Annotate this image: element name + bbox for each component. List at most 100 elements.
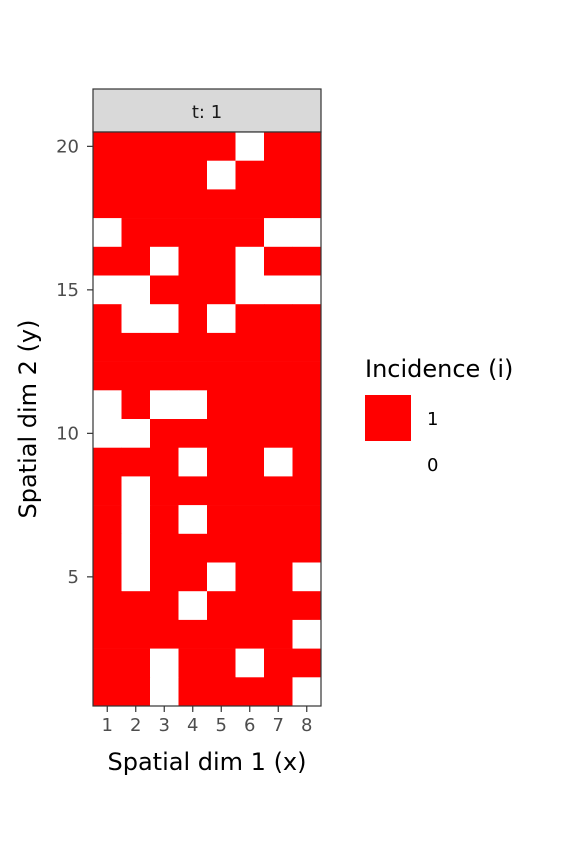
heatmap-cell bbox=[292, 304, 322, 334]
heatmap-cell bbox=[150, 160, 179, 190]
legend-title: Incidence (i) bbox=[365, 355, 513, 383]
heatmap-cell bbox=[93, 304, 122, 334]
heatmap-cell bbox=[93, 648, 122, 678]
heatmap-cell bbox=[207, 419, 236, 448]
heatmap-cell bbox=[292, 132, 322, 161]
heatmap-cell bbox=[178, 275, 208, 305]
heatmap-cell bbox=[292, 361, 322, 391]
heatmap-cell bbox=[178, 419, 208, 448]
heatmap-cell bbox=[93, 533, 122, 563]
heatmap-cell bbox=[207, 619, 236, 649]
x-tick-label: 6 bbox=[244, 715, 255, 736]
heatmap-cell bbox=[178, 677, 208, 707]
heatmap-cell bbox=[264, 648, 293, 678]
heatmap-cell bbox=[150, 591, 179, 621]
heatmap-cell bbox=[235, 591, 265, 621]
heatmap-cell bbox=[121, 218, 151, 248]
heatmap-cell bbox=[121, 246, 151, 276]
legend-label: 0 bbox=[427, 455, 438, 476]
heatmap-cell bbox=[235, 390, 265, 420]
x-axis-title: Spatial dim 1 (x) bbox=[108, 748, 307, 776]
heatmap-cell bbox=[292, 677, 322, 707]
heatmap-cell bbox=[235, 275, 265, 305]
heatmap-cell bbox=[150, 419, 179, 448]
y-tick-label: 15 bbox=[56, 280, 79, 301]
heatmap-cell bbox=[178, 591, 208, 621]
y-tick-label: 10 bbox=[56, 423, 79, 444]
x-tick-label: 7 bbox=[273, 715, 284, 736]
heatmap-cell bbox=[264, 533, 293, 563]
panel-border bbox=[92, 131, 322, 707]
heatmap-cell bbox=[93, 677, 122, 707]
heatmap-cell bbox=[292, 533, 322, 563]
heatmap-cell bbox=[292, 218, 322, 248]
heatmap-cell bbox=[207, 304, 236, 334]
heatmap-cell bbox=[207, 390, 236, 420]
x-tick-label: 1 bbox=[102, 715, 113, 736]
heatmap-cell bbox=[235, 505, 265, 535]
heatmap-cell bbox=[207, 361, 236, 391]
heatmap-cell bbox=[207, 591, 236, 621]
heatmap-cell bbox=[264, 132, 293, 161]
heatmap-cell bbox=[235, 562, 265, 592]
heatmap-cell bbox=[207, 132, 236, 161]
x-tick-label: 3 bbox=[159, 715, 170, 736]
heatmap-cell bbox=[150, 648, 179, 678]
heatmap-cell bbox=[93, 591, 122, 621]
heatmap-cell bbox=[93, 132, 122, 161]
heatmap-cell bbox=[121, 619, 151, 649]
heatmap-cell bbox=[121, 476, 151, 506]
heatmap-cell bbox=[264, 591, 293, 621]
heatmap-cell bbox=[121, 189, 151, 219]
heatmap-cell bbox=[207, 677, 236, 707]
heatmap-cells bbox=[93, 132, 322, 707]
y-axis-ticks: 5 10 15 20 bbox=[56, 136, 93, 588]
y-tick-label: 5 bbox=[68, 567, 79, 588]
heatmap-cell bbox=[121, 361, 151, 391]
heatmap-cell bbox=[292, 275, 322, 305]
heatmap-cell bbox=[121, 591, 151, 621]
heatmap-cell bbox=[150, 562, 179, 592]
heatmap-cell bbox=[292, 591, 322, 621]
heatmap-cell bbox=[121, 562, 151, 592]
heatmap-cell bbox=[207, 562, 236, 592]
heatmap-cell bbox=[121, 447, 151, 477]
heatmap-cell bbox=[235, 160, 265, 190]
heatmap-cell bbox=[121, 275, 151, 305]
heatmap-cell bbox=[150, 189, 179, 219]
heatmap-cell bbox=[121, 533, 151, 563]
x-tick-label: 8 bbox=[301, 715, 312, 736]
heatmap-cell bbox=[93, 361, 122, 391]
heatmap-cell bbox=[150, 390, 179, 420]
heatmap-cell bbox=[235, 218, 265, 248]
heatmap-cell bbox=[207, 648, 236, 678]
heatmap-cell bbox=[121, 160, 151, 190]
legend: Incidence (i) 10 bbox=[365, 355, 513, 487]
heatmap-cell bbox=[264, 390, 293, 420]
heatmap-cell bbox=[178, 447, 208, 477]
heatmap-cell bbox=[264, 562, 293, 592]
heatmap-cell bbox=[235, 533, 265, 563]
heatmap-cell bbox=[178, 246, 208, 276]
heatmap-cell bbox=[93, 218, 122, 248]
heatmap-cell bbox=[150, 677, 179, 707]
heatmap-cell bbox=[93, 562, 122, 592]
heatmap-cell bbox=[150, 505, 179, 535]
heatmap-cell bbox=[93, 476, 122, 506]
heatmap-cell bbox=[207, 189, 236, 219]
heatmap-cell bbox=[292, 648, 322, 678]
heatmap-cell bbox=[93, 246, 122, 276]
heatmap-cell bbox=[150, 447, 179, 477]
heatmap-cell bbox=[235, 132, 265, 161]
heatmap-cell bbox=[292, 246, 322, 276]
heatmap-cell bbox=[121, 677, 151, 707]
heatmap-cell bbox=[264, 419, 293, 448]
heatmap-cell bbox=[93, 275, 122, 305]
heatmap-cell bbox=[178, 562, 208, 592]
heatmap-cell bbox=[150, 476, 179, 506]
heatmap-cell bbox=[235, 361, 265, 391]
heatmap-cell bbox=[207, 505, 236, 535]
heatmap-cell bbox=[264, 361, 293, 391]
legend-key bbox=[365, 395, 411, 441]
